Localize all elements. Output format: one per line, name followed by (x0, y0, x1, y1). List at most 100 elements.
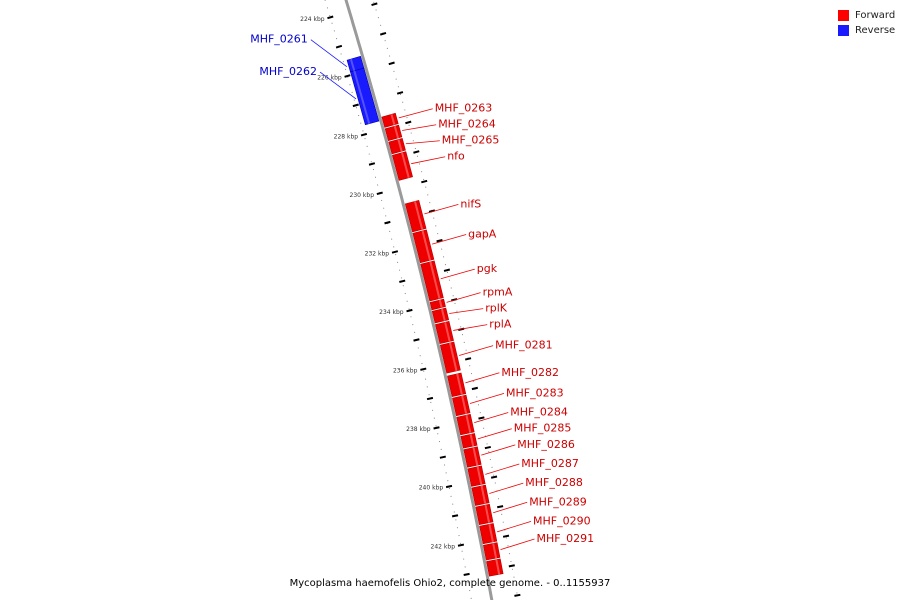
legend-forward-label: Forward (855, 10, 896, 21)
map-caption: Mycoplasma haemofelis Ohio2, complete ge… (289, 578, 611, 589)
gene-rpmA-block (429, 298, 446, 311)
gene-shade (393, 125, 399, 139)
scale-tick (451, 514, 459, 518)
scale-tick (428, 209, 436, 213)
gene-leader-line (446, 292, 481, 303)
gene-leader-line (489, 482, 524, 494)
scale-tick (457, 543, 465, 547)
scale-tick (443, 268, 451, 272)
scale-tick (484, 445, 491, 450)
gene-label-MHF_0263: MHF_0263 (435, 102, 493, 115)
scale-tick (388, 61, 395, 66)
scale-tick (439, 455, 446, 459)
tick-label-230: 230 kbp (350, 192, 375, 199)
scale-tick (352, 103, 359, 108)
gene-leader-line (469, 393, 505, 404)
gene-label-MHF_0262: MHF_0262 (259, 65, 317, 78)
scale-tick (413, 338, 420, 342)
gene-leader-line (440, 268, 475, 280)
gene-shade (444, 321, 451, 342)
gene-leader-line (465, 372, 500, 384)
scale-tick (368, 162, 376, 166)
scale-tick (490, 475, 498, 479)
gene-leader-line (424, 203, 459, 215)
scale-tick (421, 179, 428, 184)
gene-label-MHF_0284: MHF_0284 (510, 406, 568, 419)
scale-tick (379, 31, 387, 36)
scale-tick (413, 150, 420, 154)
gene-label-MHF_0290: MHF_0290 (533, 514, 591, 527)
scale-tick (371, 2, 378, 7)
gene-shade (472, 447, 479, 466)
tick-label-232: 232 kbp (365, 250, 390, 257)
gene-label-rplA: rplA (489, 318, 512, 331)
scale-tick (384, 220, 391, 225)
scale-tick (396, 91, 404, 95)
gene-label-MHF_0265: MHF_0265 (442, 134, 500, 147)
legend: Forward Reverse (838, 8, 895, 38)
gene-leader-line (485, 463, 520, 475)
gene-label-MHF_0285: MHF_0285 (514, 422, 572, 435)
gene-leader-line (474, 412, 509, 424)
gene-leader-line (432, 234, 467, 245)
scale-tick (391, 250, 399, 254)
gene-rplK-block (431, 307, 450, 324)
gene-shade (461, 395, 468, 414)
scale-tick (399, 279, 406, 283)
gene-shade (401, 152, 410, 179)
gene-shade (456, 373, 463, 395)
gene-MHF_0285-block (460, 433, 478, 449)
gene-shade (449, 342, 458, 372)
gene-label-MHF_0289: MHF_0289 (529, 495, 587, 508)
scale-tick (376, 191, 383, 196)
scale-tick (344, 74, 351, 78)
gene-label-MHF_0286: MHF_0286 (517, 438, 575, 451)
gene-label-MHF_0281: MHF_0281 (495, 339, 553, 352)
gene-shade (421, 230, 431, 261)
gene-shade (484, 504, 491, 523)
gene-shade (413, 201, 424, 230)
gene-MHF_0286-block (463, 446, 482, 468)
gene-shade (429, 261, 441, 299)
tick-label-238: 238 kbp (406, 426, 431, 433)
gene-label-MHF_0287: MHF_0287 (521, 457, 579, 470)
gene-leader-line (500, 538, 535, 550)
gene-leader-line (496, 521, 532, 533)
forward-guide-track (372, 0, 519, 600)
gene-MHF_0288-block (471, 484, 490, 506)
gene-label-gapA: gapA (468, 228, 497, 241)
tick-label-240: 240 kbp (419, 485, 444, 492)
scale-tick (445, 484, 453, 489)
gene-label-MHF_0282: MHF_0282 (501, 366, 559, 379)
legend-reverse: Reverse (838, 23, 895, 38)
reverse-swatch (838, 25, 849, 36)
forward-swatch (838, 10, 849, 21)
tick-label-234: 234 kbp (379, 309, 404, 316)
gene-shade (469, 434, 475, 447)
gene-leader-line (319, 71, 357, 100)
gene-MHF_0264-block (384, 124, 403, 141)
gene-leader-line (402, 124, 437, 131)
scale-tick (406, 308, 413, 313)
gene-shade (397, 139, 403, 152)
reverse-guide-track (324, 0, 472, 600)
gene-label-MHF_0291: MHF_0291 (537, 532, 595, 545)
gene-shade (390, 114, 396, 125)
gene-shade (349, 58, 356, 72)
gene-shade (438, 299, 443, 308)
gene-leader-line (453, 324, 488, 331)
gene-shade (480, 485, 487, 504)
scale-tick (478, 416, 485, 420)
scale-tick (497, 505, 504, 509)
scale-tick (436, 238, 443, 243)
scale-tick (426, 396, 434, 401)
gene-MHF_0291-block (483, 542, 501, 561)
gene-leader-line (449, 308, 484, 314)
gene-label-nfo: nfo (447, 150, 465, 163)
gene-shade (353, 70, 371, 124)
scale-tick (463, 572, 470, 577)
scale-tick (327, 15, 334, 20)
tick-label-228: 228 kbp (334, 133, 359, 140)
gene-label-MHF_0288: MHF_0288 (525, 476, 583, 489)
